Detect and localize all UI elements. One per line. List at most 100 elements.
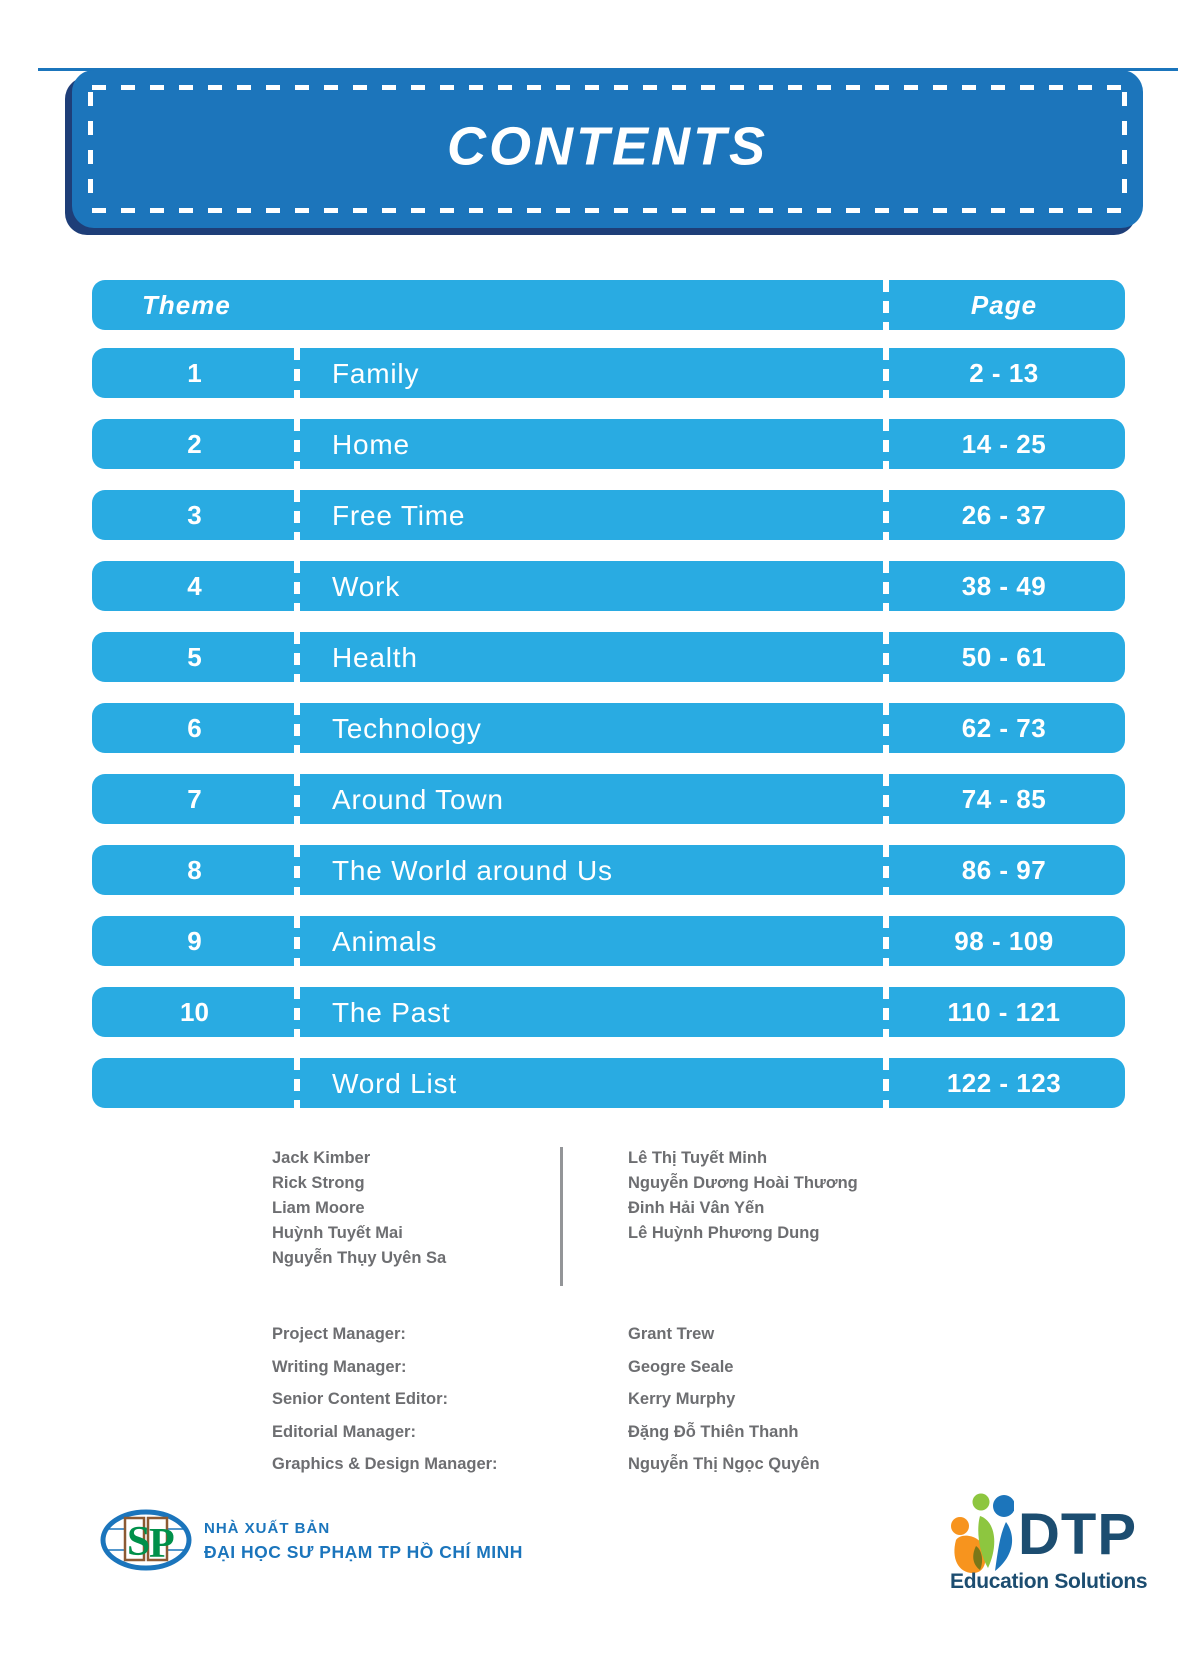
author-name: Liam Moore: [272, 1199, 365, 1217]
toc-row-number: 9: [187, 926, 202, 956]
top-rule: [38, 68, 1178, 71]
row-page-divider: [883, 1058, 889, 1108]
roles-list: Project Manager: Grant Trew Writing Manage…: [272, 1318, 820, 1481]
toc-row-theme: The Past: [332, 997, 451, 1028]
toc-row: 3 Free Time 26 - 37: [92, 490, 1125, 540]
toc-row: 5 Health 50 - 61: [92, 632, 1125, 682]
author-name: Đinh Hải Vân Yến: [628, 1199, 765, 1217]
role-label: Graphics & Design Manager:: [272, 1455, 498, 1473]
author-name: Nguyễn Thụy Uyên Sa: [272, 1249, 447, 1267]
toc-row: Word List 122 - 123: [92, 1058, 1125, 1108]
row-page-divider: [883, 703, 889, 753]
row-number-divider: [294, 632, 300, 682]
role-label: Project Manager:: [272, 1325, 406, 1343]
dtp-tagline: Education Solutions: [950, 1570, 1148, 1593]
row-number-divider: [294, 1058, 300, 1108]
toc-row-pages: 14 - 25: [961, 429, 1047, 459]
row-page-divider: [883, 632, 889, 682]
toc-row: 6 Technology 62 - 73: [92, 703, 1125, 753]
toc-row-pages: 38 - 49: [961, 571, 1047, 601]
authors-left-list: Jack Kimber Rick Strong Liam Moore Huỳnh Tu…: [272, 1146, 446, 1271]
toc-row-number: 6: [187, 713, 202, 743]
author-name: Lê Thị Tuyết Minh: [628, 1149, 768, 1167]
banner-dash-right: [1122, 92, 1127, 206]
toc-row-pages: 110 - 121: [947, 997, 1061, 1027]
publisher-name: NHÀ XUẤT BẢN ĐẠI HỌC SƯ PHẠM TP HỒ CHÍ M…: [204, 1520, 523, 1563]
row-page-divider: [883, 419, 889, 469]
role-label: Editorial Manager:: [272, 1422, 416, 1441]
toc-row: 7 Around Town 74 - 85: [92, 774, 1125, 824]
row-page-divider: [883, 490, 889, 540]
author-name: Jack Kimber: [272, 1149, 371, 1167]
author-name: Nguyễn Dương Hoài Thương: [628, 1174, 858, 1192]
toc-row-theme: Animals: [332, 926, 438, 957]
role-label: Writing Manager:: [272, 1357, 407, 1376]
row-number-divider: [294, 987, 300, 1037]
author-name: Lê Huỳnh Phương Dung: [628, 1224, 820, 1242]
toc-row: 1 Family 2 - 13: [92, 348, 1125, 398]
row-number-divider: [294, 561, 300, 611]
toc-row: 8 The World around Us 86 - 97: [92, 845, 1125, 895]
banner-dash-bottom: [92, 208, 1123, 213]
svg-text:S: S: [127, 1519, 150, 1565]
role-row: Project Manager: Grant Trew: [272, 1318, 714, 1351]
banner-dash-left: [88, 92, 93, 206]
row-number-divider: [294, 703, 300, 753]
toc-row-theme: Home: [332, 429, 410, 460]
toc-row-number: 2: [187, 429, 202, 459]
row-number-divider: [294, 419, 300, 469]
role-row: Senior Content Editor: Kerry Murphy: [272, 1383, 735, 1416]
page-column-header: Page: [970, 290, 1038, 320]
toc-row: 10 The Past 110 - 121: [92, 987, 1125, 1037]
svg-text:P: P: [149, 1521, 175, 1567]
row-page-divider: [883, 774, 889, 824]
role-value: Kerry Murphy: [628, 1390, 736, 1408]
toc-row: 2 Home 14 - 25: [92, 419, 1125, 469]
page-title: CONTENTS: [447, 116, 768, 177]
publisher-line2: ĐẠI HỌC SƯ PHẠM TP HỒ CHÍ MINH: [204, 1542, 523, 1562]
dtp-figures-icon: [951, 1493, 1014, 1573]
toc-header-row: Theme Page: [92, 280, 1125, 330]
toc-row-theme: Work: [332, 571, 401, 602]
toc-row-pages: 62 - 73: [961, 713, 1047, 743]
toc-row-theme: Word List: [332, 1068, 457, 1099]
contents-banner: CONTENTS: [72, 70, 1143, 228]
toc-row-pages: 26 - 37: [961, 500, 1047, 530]
toc-row-number: 3: [187, 500, 202, 530]
role-value: Grant Trew: [628, 1325, 715, 1343]
row-page-divider: [883, 916, 889, 966]
toc-row-pages: 98 - 109: [954, 926, 1054, 956]
row-page-divider: [883, 987, 889, 1037]
header-page-divider: [883, 280, 889, 330]
author-name: Rick Strong: [272, 1174, 365, 1192]
toc-row-number: 10: [180, 997, 209, 1027]
row-page-divider: [883, 348, 889, 398]
row-page-divider: [883, 561, 889, 611]
dtp-logo-text: DTP: [1018, 1502, 1137, 1567]
toc-row-number: 4: [187, 571, 202, 601]
role-row: Graphics & Design Manager: Nguyễn Thị Ngọ…: [272, 1448, 820, 1481]
author-name: Huỳnh Tuyết Mai: [272, 1224, 403, 1242]
toc-row-number: 7: [187, 784, 202, 814]
toc-row-number: 8: [187, 855, 202, 885]
row-number-divider: [294, 916, 300, 966]
role-value: Geogre Seale: [628, 1357, 734, 1376]
toc-row-pages: 50 - 61: [961, 642, 1047, 672]
row-page-divider: [883, 845, 889, 895]
toc-row-theme: Family: [332, 358, 420, 389]
toc-row-theme: Around Town: [332, 784, 504, 815]
toc-row-pages: 86 - 97: [961, 855, 1047, 885]
row-number-divider: [294, 348, 300, 398]
toc-row-number: 1: [187, 358, 202, 388]
toc-row-theme: Health: [332, 642, 418, 673]
role-row: Editorial Manager: Đặng Đỗ Thiên Thanh: [272, 1416, 799, 1449]
publisher-logo-icon: S P: [100, 1509, 192, 1571]
toc-row-theme: Free Time: [332, 500, 466, 531]
toc-row-theme: Technology: [332, 713, 482, 744]
toc-row: 4 Work 38 - 49: [92, 561, 1125, 611]
authors-right-list: Lê Thị Tuyết Minh Nguyễn Dương Hoài Thươn…: [628, 1146, 858, 1246]
banner-dash-top: [92, 85, 1123, 90]
toc-row-theme: The World around Us: [332, 855, 613, 886]
row-number-divider: [294, 490, 300, 540]
toc-row: 9 Animals 98 - 109: [92, 916, 1125, 966]
